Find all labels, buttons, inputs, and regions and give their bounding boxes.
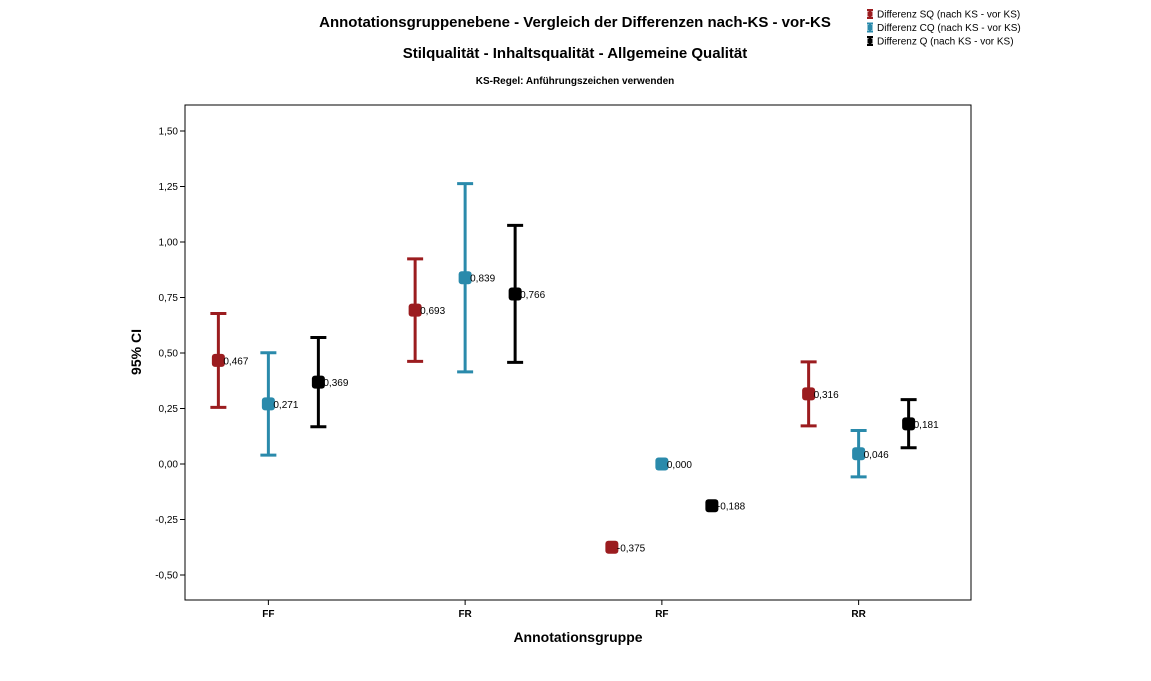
mean-marker	[802, 387, 816, 401]
data-label: 0,046	[864, 450, 889, 461]
y-tick-label: 0,00	[159, 460, 179, 471]
mean-marker	[311, 375, 325, 389]
data-label: 0,369	[323, 378, 348, 389]
legend-swatch-marker	[867, 38, 873, 44]
x-tick-label-rr: RR	[851, 609, 866, 620]
legend-swatch-marker	[867, 11, 873, 17]
x-axis: FF FR RF RR	[262, 600, 867, 620]
chart-subtitle-rule: KS-Regel: Anführungszeichen verwenden	[476, 76, 675, 87]
data-label: 0,766	[520, 290, 545, 301]
y-tick-label: 1,00	[159, 238, 179, 249]
y-tick-label: 0,50	[159, 349, 179, 360]
data-label: -0,375	[617, 543, 646, 554]
series-2: 0,271 0,839 0,000 0,046	[260, 182, 889, 479]
mean-marker	[211, 353, 225, 367]
x-tick-label-ff: FF	[262, 609, 274, 620]
mean-marker	[852, 447, 866, 461]
mean-marker	[458, 271, 472, 285]
chart-marks: 0,467 0,693 -0,375 0,316 0,271 0,839 0,000 0,04…	[210, 182, 939, 554]
data-label: 0,467	[223, 356, 248, 367]
data-label: 0,000	[667, 460, 692, 471]
legend-swatch-marker	[867, 25, 873, 30]
chart-title: Annotationsgruppenebene - Vergleich der …	[319, 14, 831, 31]
legend-entry: Differenz Q (nach KS - vor KS)	[877, 37, 1014, 48]
y-axis: 1,50 1,25 1,00 0,75 0,50 0,25 0,00 -0,25 -0,50	[155, 127, 185, 582]
mean-marker	[902, 417, 916, 431]
y-tick-label: 1,25	[159, 182, 179, 193]
data-label: 0,693	[420, 306, 445, 317]
mean-marker	[408, 303, 422, 317]
x-axis-label: Annotationsgruppe	[513, 629, 642, 645]
series-1: 0,467 0,693 -0,375 0,316	[210, 257, 839, 554]
legend-entry: Differenz SQ (nach KS - vor KS)	[877, 10, 1020, 21]
data-label: 0,316	[814, 390, 839, 401]
y-tick-label: -0,50	[155, 571, 178, 582]
data-label: 0,839	[470, 274, 495, 285]
data-label: 0,181	[914, 420, 939, 431]
mean-marker	[605, 540, 619, 554]
chart-subtitle: Stilqualität - Inhaltsqualität - Allgeme…	[403, 45, 747, 62]
series-3: 0,369 0,766 -0,188 0,181	[310, 223, 939, 513]
plot-frame	[184, 104, 972, 601]
mean-marker	[705, 499, 719, 513]
mean-marker	[261, 397, 275, 411]
legend-entry: Differenz CQ (nach KS - vor KS)	[877, 23, 1021, 34]
x-tick-label-fr: FR	[458, 609, 472, 620]
y-axis-label: 95% CI	[128, 329, 144, 375]
y-tick-label: 0,25	[159, 404, 179, 415]
y-tick-label: -0,25	[155, 515, 178, 526]
legend: Differenz SQ (nach KS - vor KS) Differenz…	[867, 9, 1021, 48]
data-label: -0,188	[717, 502, 746, 513]
data-label: 0,271	[273, 400, 298, 411]
x-tick-label-rf: RF	[655, 609, 668, 620]
mean-marker	[655, 457, 669, 471]
y-tick-label: 0,75	[159, 293, 179, 304]
y-tick-label: 1,50	[159, 127, 179, 138]
mean-marker	[508, 287, 522, 301]
